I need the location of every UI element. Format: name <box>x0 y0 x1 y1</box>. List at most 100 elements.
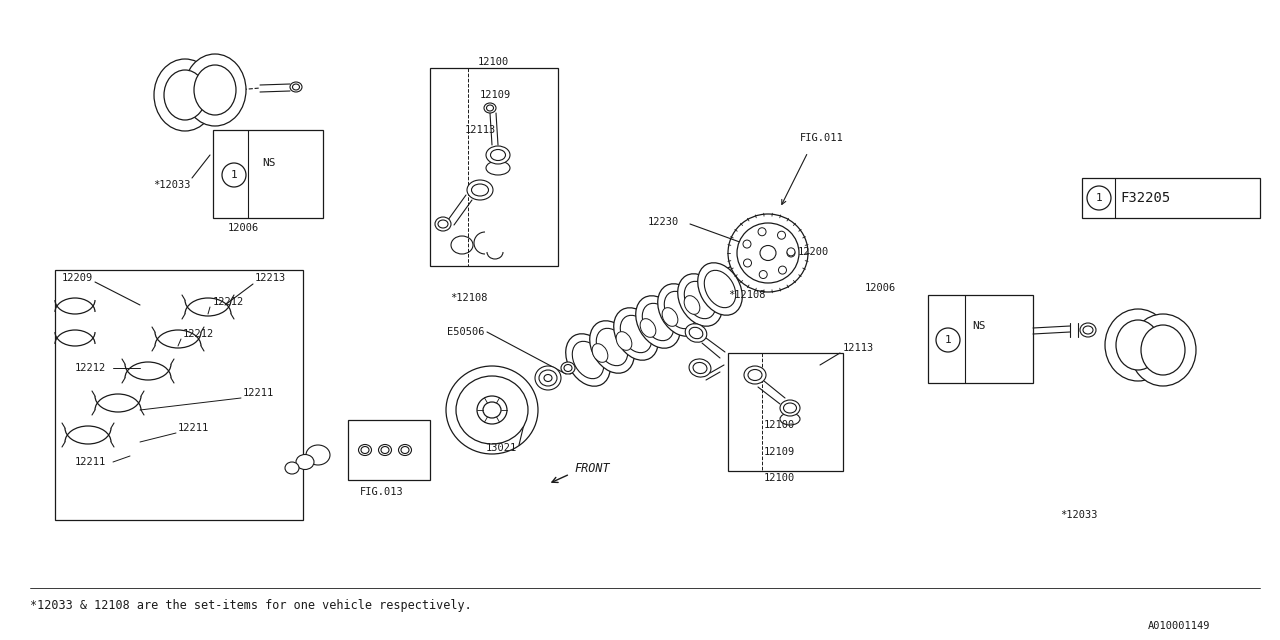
Ellipse shape <box>662 308 678 326</box>
Ellipse shape <box>291 82 302 92</box>
Bar <box>430 68 558 266</box>
Bar <box>728 353 844 471</box>
Ellipse shape <box>490 150 506 161</box>
Ellipse shape <box>154 59 216 131</box>
Ellipse shape <box>486 105 494 111</box>
Bar <box>928 295 1033 383</box>
Ellipse shape <box>401 447 410 454</box>
Text: 12200: 12200 <box>797 247 829 257</box>
Ellipse shape <box>564 365 572 371</box>
Ellipse shape <box>760 246 776 260</box>
Ellipse shape <box>544 374 552 381</box>
Ellipse shape <box>704 270 736 308</box>
Ellipse shape <box>593 344 608 362</box>
Circle shape <box>221 163 246 187</box>
Ellipse shape <box>361 447 369 454</box>
Ellipse shape <box>742 240 751 248</box>
Ellipse shape <box>1083 326 1093 334</box>
Ellipse shape <box>486 161 509 175</box>
Ellipse shape <box>664 291 696 329</box>
Ellipse shape <box>293 84 300 90</box>
Ellipse shape <box>737 223 799 283</box>
Ellipse shape <box>358 445 371 456</box>
Ellipse shape <box>636 296 680 348</box>
Ellipse shape <box>778 266 786 274</box>
Ellipse shape <box>616 332 632 350</box>
Ellipse shape <box>759 271 767 278</box>
Text: 12211: 12211 <box>243 388 274 398</box>
Text: 12213: 12213 <box>255 273 287 283</box>
Ellipse shape <box>613 308 658 360</box>
Circle shape <box>1087 186 1111 210</box>
Ellipse shape <box>438 220 448 228</box>
Text: 12006: 12006 <box>228 223 260 233</box>
Ellipse shape <box>477 396 507 424</box>
Text: E50506: E50506 <box>447 327 485 337</box>
Ellipse shape <box>596 328 627 365</box>
Text: FIG.013: FIG.013 <box>360 487 403 497</box>
Ellipse shape <box>483 402 500 418</box>
Ellipse shape <box>467 180 493 200</box>
Ellipse shape <box>677 274 722 326</box>
Text: FRONT: FRONT <box>573 461 609 474</box>
Bar <box>1082 178 1260 218</box>
Ellipse shape <box>1105 309 1171 381</box>
Text: 12230: 12230 <box>648 217 680 227</box>
Ellipse shape <box>445 366 538 454</box>
Ellipse shape <box>643 303 673 340</box>
Text: 1: 1 <box>1096 193 1102 203</box>
Text: 12212: 12212 <box>212 297 244 307</box>
Ellipse shape <box>195 65 236 115</box>
Ellipse shape <box>1140 325 1185 375</box>
Ellipse shape <box>684 296 700 314</box>
Ellipse shape <box>748 369 762 381</box>
Text: 12109: 12109 <box>764 447 795 457</box>
Text: 12006: 12006 <box>865 283 896 293</box>
Ellipse shape <box>787 249 795 257</box>
Text: F32205: F32205 <box>1120 191 1170 205</box>
Ellipse shape <box>728 214 808 292</box>
Ellipse shape <box>1130 314 1196 386</box>
Ellipse shape <box>692 362 707 374</box>
Ellipse shape <box>285 462 300 474</box>
Text: 12209: 12209 <box>61 273 93 283</box>
Ellipse shape <box>572 341 604 379</box>
Ellipse shape <box>1116 320 1160 370</box>
Text: 12211: 12211 <box>178 423 209 433</box>
Text: 12100: 12100 <box>764 473 795 483</box>
Ellipse shape <box>758 228 765 236</box>
Text: *12033: *12033 <box>154 180 191 190</box>
Text: *12033 & 12108 are the set-items for one vehicle respectively.: *12033 & 12108 are the set-items for one… <box>29 600 472 612</box>
Ellipse shape <box>484 103 497 113</box>
Ellipse shape <box>640 319 655 337</box>
Ellipse shape <box>777 231 786 239</box>
Text: 12113: 12113 <box>465 125 497 135</box>
Ellipse shape <box>1080 323 1096 337</box>
Ellipse shape <box>590 321 635 373</box>
Text: 1: 1 <box>945 335 951 345</box>
Ellipse shape <box>381 447 389 454</box>
Ellipse shape <box>566 334 611 386</box>
Text: 12211: 12211 <box>76 457 106 467</box>
Text: 12212: 12212 <box>183 329 214 339</box>
Ellipse shape <box>398 445 411 456</box>
Ellipse shape <box>296 454 314 470</box>
Ellipse shape <box>780 413 800 425</box>
Ellipse shape <box>783 403 796 413</box>
Ellipse shape <box>685 282 716 319</box>
Bar <box>212 130 323 218</box>
Ellipse shape <box>689 359 710 377</box>
Ellipse shape <box>780 400 800 416</box>
Ellipse shape <box>486 146 509 164</box>
Ellipse shape <box>184 54 246 126</box>
Ellipse shape <box>744 366 765 384</box>
Text: 12109: 12109 <box>480 90 511 100</box>
Text: 12212: 12212 <box>76 363 106 373</box>
Ellipse shape <box>471 184 489 196</box>
Text: *12033: *12033 <box>1060 510 1097 520</box>
Ellipse shape <box>658 284 703 336</box>
Ellipse shape <box>435 217 451 231</box>
Text: FIG.011: FIG.011 <box>800 133 844 143</box>
Ellipse shape <box>164 70 206 120</box>
Ellipse shape <box>685 324 707 342</box>
